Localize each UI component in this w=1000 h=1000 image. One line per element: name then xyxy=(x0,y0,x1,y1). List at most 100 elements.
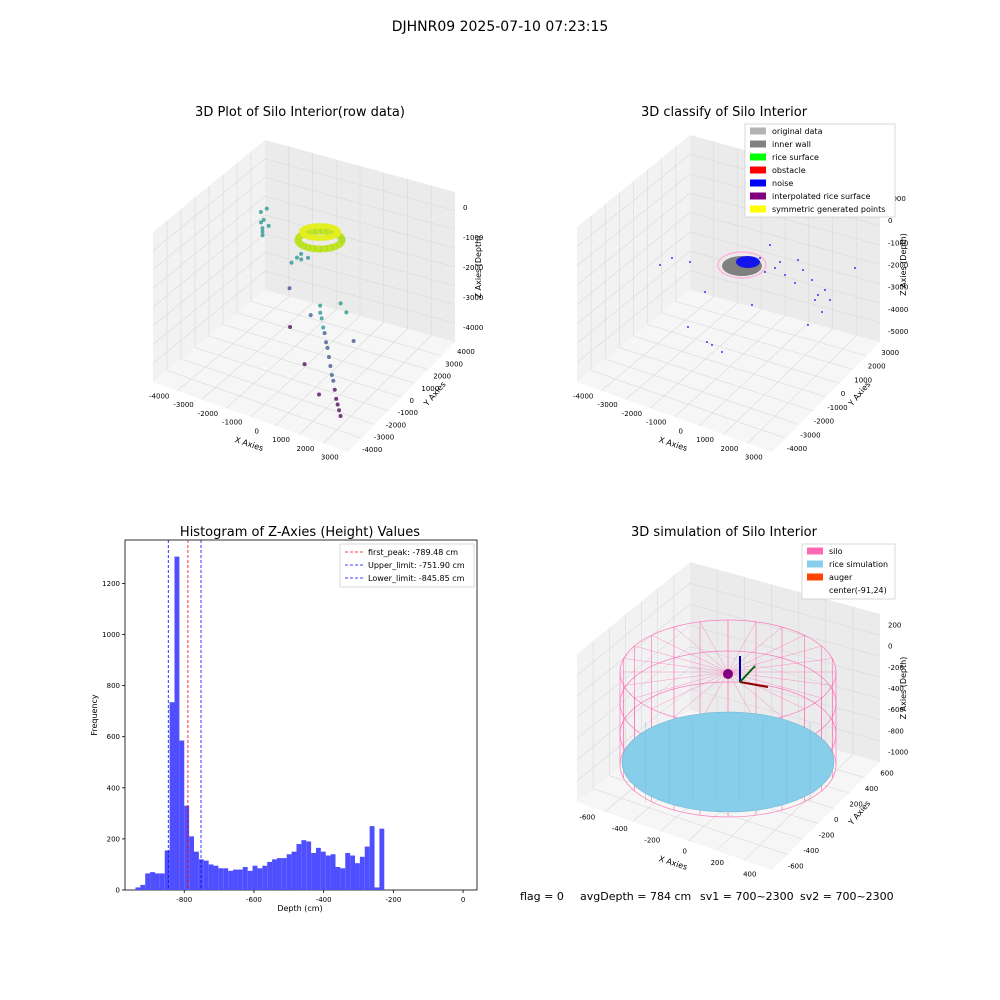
raw-point xyxy=(288,325,293,329)
legend-swatch xyxy=(750,140,766,148)
raw-point xyxy=(299,251,304,256)
raw-point xyxy=(351,338,356,343)
raw-point xyxy=(260,233,265,238)
raw-3d-axes: -4000 -3000 -2000 -1000 0 1000 2000 3000 -4000 -3… xyxy=(149,140,483,462)
histogram-bar xyxy=(364,846,370,890)
surface-point xyxy=(338,235,346,243)
legend-label: rice simulation xyxy=(829,560,888,569)
legend-label: symmetric generated points xyxy=(772,205,885,214)
histogram-bar xyxy=(237,869,243,890)
silo-ring xyxy=(717,251,767,279)
legend-label: inner wall xyxy=(772,140,811,149)
grid-line xyxy=(576,688,691,782)
raw-point xyxy=(324,340,329,345)
grid-line xyxy=(264,214,456,268)
raw-point xyxy=(325,345,330,350)
z-tick-label: -3000 xyxy=(888,284,908,292)
noise-point xyxy=(759,257,761,259)
y-tick-label: 800 xyxy=(107,682,120,690)
raw-point xyxy=(264,206,269,211)
legend-label: Upper_limit: -751.90 cm xyxy=(368,561,465,570)
noise-point xyxy=(689,261,691,263)
y-tick-label: 400 xyxy=(107,784,120,792)
histogram-bar xyxy=(379,828,385,890)
y-tick-label: 0 xyxy=(841,390,845,398)
y-tick-label: -400 xyxy=(803,847,819,855)
z-axis-label: Z Axies (Depth) xyxy=(899,657,908,720)
raw-point xyxy=(326,354,331,359)
histogram-plot: -800 -600 -400 -200 0 0 200 400 600 800 1000 1200 xyxy=(102,539,478,904)
y-tick-label: -2000 xyxy=(386,421,406,429)
grid-line xyxy=(208,335,402,398)
x-tick-label: -2000 xyxy=(622,410,642,418)
x-tick-label: -800 xyxy=(176,896,192,904)
panel-classify-3d: 3D classify of Silo Interior -4000-3000-… xyxy=(573,105,908,462)
noise-point xyxy=(829,299,831,301)
grid-line xyxy=(689,688,881,742)
raw-point xyxy=(306,255,311,260)
raw-point xyxy=(266,223,271,228)
grid-line xyxy=(299,328,408,435)
x-tick-label: -400 xyxy=(316,896,332,904)
grid-line xyxy=(633,335,827,398)
histogram-bar xyxy=(252,865,258,890)
noise-point xyxy=(821,311,823,313)
x-tick-label: 0 xyxy=(461,896,465,904)
histogram-bar xyxy=(359,856,365,890)
y-tick-label: 600 xyxy=(880,770,893,778)
raw-point xyxy=(308,313,313,318)
legend-label: original data xyxy=(772,127,823,136)
grid-line xyxy=(152,158,266,251)
histogram-bar xyxy=(228,870,234,890)
histogram-bar xyxy=(301,840,307,890)
z-tick-label: -1000 xyxy=(888,748,908,756)
legend-swatch xyxy=(750,166,766,174)
noise-point xyxy=(784,274,786,276)
histogram-bar xyxy=(242,867,248,890)
grid-line xyxy=(264,158,456,212)
x-tick-label: 0 xyxy=(678,427,682,435)
histogram-bar xyxy=(340,868,346,890)
z-tick-label: 0 xyxy=(888,217,892,225)
x-tick-label: -3000 xyxy=(173,401,193,409)
grid-line xyxy=(689,667,881,721)
raw-point xyxy=(258,220,263,225)
grid-line xyxy=(576,604,691,697)
histogram-bar xyxy=(203,860,209,890)
z-tick-label: 0 xyxy=(463,204,467,212)
rice-surface xyxy=(621,711,835,813)
grid-line xyxy=(264,177,456,230)
legend-frame xyxy=(744,123,896,218)
histogram-bar xyxy=(369,826,375,890)
histogram-bar xyxy=(194,851,199,890)
raw-point xyxy=(260,226,265,231)
grid-line xyxy=(647,324,840,384)
noise-point xyxy=(704,291,706,293)
legend-swatch xyxy=(750,179,766,187)
z-tick-label: -400 xyxy=(888,685,904,693)
z-axis-label: Z Axies (Depth) xyxy=(899,233,908,296)
y-tick-label: 0 xyxy=(410,397,414,405)
auger-y-arrow xyxy=(739,665,756,683)
left-back-pane xyxy=(577,562,690,802)
raw-point xyxy=(335,402,340,407)
legend-swatch xyxy=(750,127,766,135)
y-tick-label: -3000 xyxy=(374,434,394,442)
noise-point xyxy=(794,282,796,284)
histogram-bar xyxy=(291,851,297,890)
legend-swatch xyxy=(750,192,766,200)
x-tick-label: -2000 xyxy=(198,410,218,418)
x-tick-label: -200 xyxy=(644,836,660,844)
legend-swatch xyxy=(807,547,823,555)
raw-point xyxy=(258,210,263,214)
y-tick-label: 600 xyxy=(107,733,120,741)
panel-raw-title: 3D Plot of Silo Interior(row data) xyxy=(195,105,405,120)
z-tick-label: -200 xyxy=(888,664,904,672)
z-tick-label: -800 xyxy=(888,727,904,735)
floor-pane xyxy=(153,290,455,452)
histogram-legend: first_peak: -789.48 cm Upper_limit: -751.… xyxy=(339,543,475,588)
raw-point xyxy=(318,310,323,315)
grid-line xyxy=(264,195,456,249)
noise-point xyxy=(764,271,766,273)
x-tick-label: -4000 xyxy=(149,392,169,400)
